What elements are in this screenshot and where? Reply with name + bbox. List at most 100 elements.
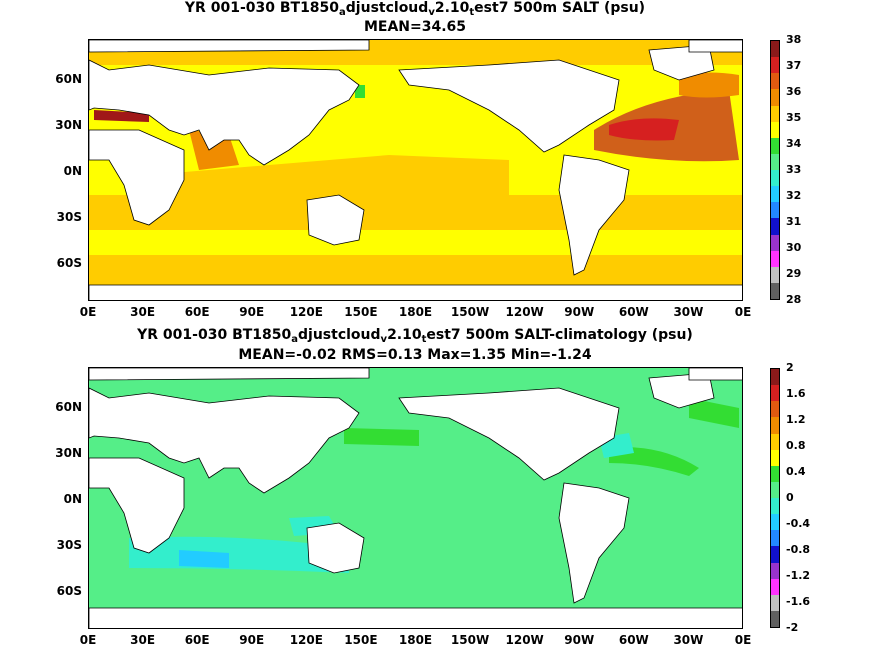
panel2-title-line2: MEAN=-0.02 RMS=0.13 Max=1.35 Min=-1.24 <box>238 347 592 363</box>
anomaly-map <box>88 367 743 629</box>
colorbar-label: 37 <box>786 59 802 72</box>
lat-label: 60N <box>55 72 82 86</box>
colorbar-label: -1.2 <box>786 569 811 582</box>
colorbar-label: 0.4 <box>786 465 806 478</box>
title-text: YR 001-030 BT1850 <box>137 327 292 343</box>
colorbar-label: 38 <box>786 33 802 46</box>
title-sub: a <box>291 334 298 345</box>
colorbar-segment <box>771 89 779 106</box>
title-text: 2.10 <box>434 0 470 16</box>
lon-label: 150E <box>344 305 378 319</box>
lat-label: 60S <box>56 584 82 598</box>
lat-label: 60S <box>56 256 82 270</box>
antarctica <box>89 607 742 628</box>
colorbar-segment <box>771 105 779 122</box>
arctic <box>688 368 742 381</box>
south-america <box>558 154 630 276</box>
colorbar-label: -1.6 <box>786 595 811 608</box>
atlantic-core <box>609 118 679 141</box>
lat-label: 30S <box>56 210 82 224</box>
colorbar-label: 35 <box>786 111 802 124</box>
colorbar-segment <box>771 578 779 595</box>
colorbar-segment <box>771 514 779 531</box>
north-america <box>398 59 620 153</box>
title-text: est7 500m SALT-climatology (psu) <box>426 327 693 343</box>
colorbar-segment <box>771 170 779 187</box>
colorbar-segment <box>771 385 779 402</box>
lon-label: 60E <box>184 633 210 647</box>
title-text: 2.10 <box>387 327 422 343</box>
colorbar-segment <box>771 369 779 386</box>
colorbar-segment <box>771 121 779 138</box>
colorbar-label: -0.4 <box>786 517 811 530</box>
colorbar-label: 2 <box>786 361 794 374</box>
colorbar-segment <box>771 234 779 251</box>
continents <box>89 368 742 628</box>
lon-label: 90E <box>239 633 265 647</box>
title-sub: t <box>469 7 475 18</box>
north-atlantic-high <box>679 72 739 98</box>
lon-label: 150W <box>450 305 490 319</box>
lon-label: 0E <box>79 633 97 647</box>
colorbar-label: -0.8 <box>786 543 811 556</box>
tropical-band <box>149 155 509 210</box>
colorbar-segment <box>771 610 779 627</box>
title-text: djustcloud <box>345 0 429 16</box>
colorbar-segment <box>771 153 779 170</box>
colorbar-segment <box>771 481 779 498</box>
arctic <box>688 40 742 53</box>
colorbar-segment <box>771 417 779 434</box>
colorbar-segment <box>771 202 779 219</box>
continents <box>89 40 742 300</box>
lon-label: 0E <box>734 305 752 319</box>
colorbar-segment <box>771 250 779 267</box>
lon-label: 30E <box>130 305 156 319</box>
colorbar-label: 36 <box>786 85 802 98</box>
title-sub: v <box>428 7 435 18</box>
colorbar-segment <box>771 282 779 299</box>
lon-label: 120E <box>289 305 323 319</box>
colorbar-label: 1.6 <box>786 387 806 400</box>
north-america <box>398 387 620 481</box>
colorbar-label: 29 <box>786 267 802 280</box>
colorbar-segment <box>771 218 779 235</box>
colorbar-segment <box>771 41 779 58</box>
colorbar-segment <box>771 433 779 450</box>
lat-label: 0N <box>63 164 82 178</box>
arctic-west <box>89 40 370 53</box>
title-text: est7 500m SALT (psu) <box>474 0 646 16</box>
title-sub: v <box>380 334 388 345</box>
colorbar-label: 28 <box>786 293 802 306</box>
ocean-acc-band <box>89 230 742 255</box>
eurasia <box>89 59 360 166</box>
lon-label: 90W <box>564 305 595 319</box>
lon-label: 0E <box>79 305 97 319</box>
colorbar-segment <box>771 73 779 90</box>
lon-label: 180E <box>398 633 433 647</box>
anomaly-map-svg <box>89 368 742 628</box>
colorbar-label: 33 <box>786 163 802 176</box>
south-america <box>558 482 630 604</box>
lon-label: 150E <box>344 633 378 647</box>
lat-label: 30N <box>55 118 82 132</box>
salinity-map <box>88 39 743 301</box>
okhotsk-fresh <box>355 85 365 98</box>
africa <box>89 457 185 554</box>
colorbar-label: -2 <box>786 621 799 634</box>
colorbar-label: 34 <box>786 137 802 150</box>
title-text: YR 001-030 BT1850 <box>184 0 340 16</box>
colorbar-segment <box>771 137 779 154</box>
lon-label: 90E <box>239 305 265 319</box>
lon-label: 120E <box>289 633 323 647</box>
salinity-map-svg <box>89 40 742 300</box>
lat-label: 30N <box>55 446 82 460</box>
lon-label: 60W <box>618 633 649 647</box>
southern-neg-core <box>179 550 229 568</box>
colorbar-segment <box>771 465 779 482</box>
title-sub: t <box>421 334 427 345</box>
lat-label: 30S <box>56 538 82 552</box>
lon-label: 150W <box>450 633 490 647</box>
colorbar-segment <box>771 449 779 466</box>
colorbar-salinity <box>770 40 780 300</box>
arctic-west <box>89 368 370 381</box>
